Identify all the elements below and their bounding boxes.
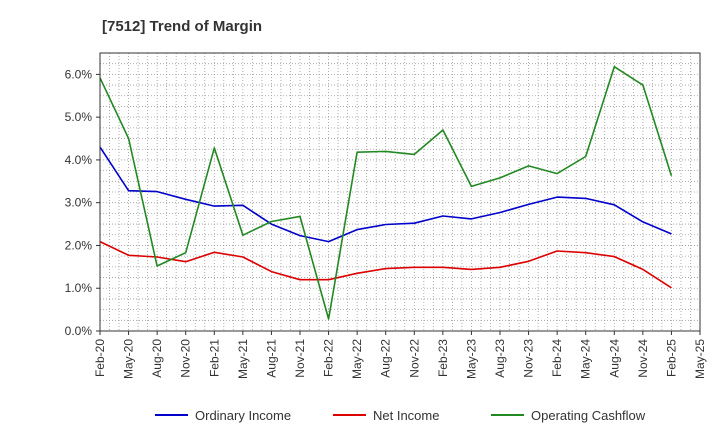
x-tick-label: Aug-23: [493, 339, 507, 378]
x-tick-label: Nov-23: [522, 339, 536, 378]
x-tick-label: May-22: [350, 339, 364, 379]
x-tick-label: Feb-21: [207, 339, 221, 377]
y-tick-label: 2.0%: [65, 238, 93, 252]
x-tick-label: Feb-22: [322, 339, 336, 377]
x-tick-label: Feb-25: [664, 339, 678, 377]
x-tick-label: Feb-24: [550, 339, 564, 377]
x-tick-label: Nov-21: [293, 339, 307, 378]
legend: Ordinary Income Net Income Operating Cashf…: [155, 408, 646, 423]
y-axis-ticks: 0.0% 1.0% 2.0% 3.0% 4.0% 5.0% 6.0%: [65, 67, 100, 338]
x-tick-label: Feb-20: [93, 339, 107, 377]
x-tick-label: May-24: [579, 339, 593, 379]
x-tick-label: May-21: [236, 339, 250, 379]
y-tick-label: 1.0%: [65, 281, 93, 295]
legend-label-ordinary-income: Ordinary Income: [195, 408, 291, 423]
x-tick-label: May-25: [693, 339, 707, 379]
y-tick-label: 6.0%: [65, 67, 93, 81]
chart-title: [7512] Trend of Margin: [102, 18, 262, 35]
x-tick-label: Nov-20: [179, 339, 193, 378]
y-tick-label: 0.0%: [65, 324, 93, 338]
x-tick-label: Aug-24: [607, 339, 621, 378]
grid-lines: [100, 53, 700, 331]
x-tick-label: Aug-20: [150, 339, 164, 378]
x-tick-label: May-23: [464, 339, 478, 379]
series-line-net-income: [99, 240, 672, 289]
x-tick-label: Feb-23: [436, 339, 450, 377]
series-line-ordinary-income: [99, 146, 672, 243]
series-lines: [99, 65, 673, 320]
x-tick-label: Aug-21: [264, 339, 278, 378]
plot-frame: [99, 52, 701, 332]
series-line-operating-cashflow: [99, 65, 673, 320]
y-tick-label: 4.0%: [65, 153, 93, 167]
y-tick-label: 3.0%: [65, 196, 93, 210]
x-tick-label: May-20: [122, 339, 136, 379]
x-tick-label: Nov-24: [636, 339, 650, 378]
x-axis-ticks: Feb-20 May-20 Aug-20 Nov-20 Feb-21 May-21 Aug-…: [93, 331, 707, 379]
x-tick-label: Aug-22: [379, 339, 393, 378]
legend-label-operating-cashflow: Operating Cashflow: [531, 408, 646, 423]
legend-label-net-income: Net Income: [373, 408, 439, 423]
x-tick-label: Nov-22: [407, 339, 421, 378]
y-tick-label: 5.0%: [65, 110, 93, 124]
